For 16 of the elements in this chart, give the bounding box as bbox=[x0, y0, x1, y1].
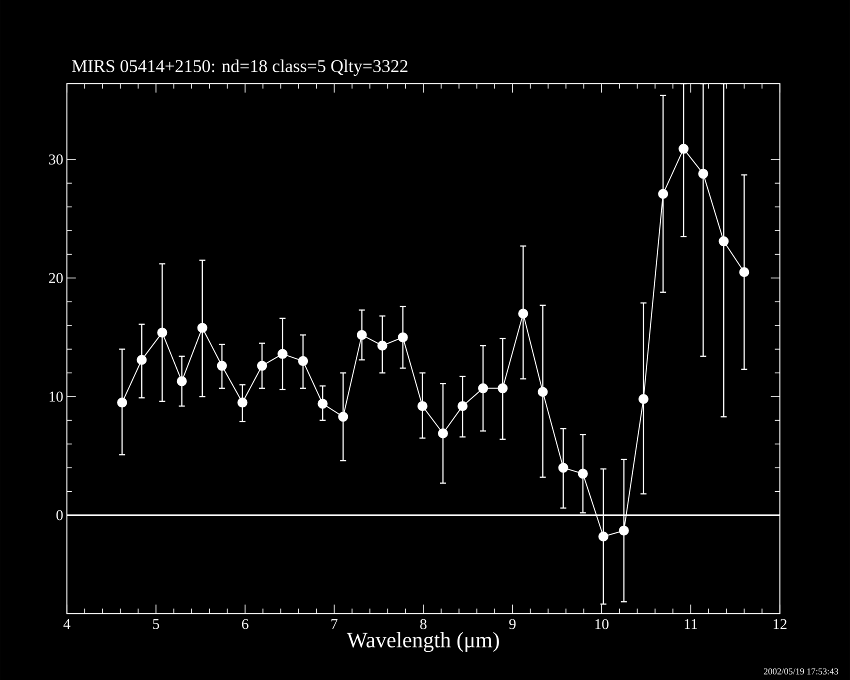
y-tick-label: 30 bbox=[49, 154, 63, 165]
x-axis-title: Wavelength (μm) bbox=[346, 632, 499, 652]
x-tick-label: 9 bbox=[509, 619, 516, 630]
x-tick-label: 5 bbox=[153, 619, 160, 630]
x-tick-label: 12 bbox=[774, 619, 786, 629]
chart-title: MIRS 05414+2150: nd=18 class=5 Qlty=3322 bbox=[72, 60, 408, 76]
y-tick-label: 0 bbox=[56, 510, 63, 520]
x-tick-label: 7 bbox=[331, 619, 338, 629]
x-tick-label: 6 bbox=[242, 619, 248, 630]
x-tick-label: 10 bbox=[595, 619, 608, 630]
x-tick-label: 4 bbox=[63, 619, 70, 629]
text: 2002/05/19 17:53:43 bbox=[764, 668, 838, 674]
x-tick-label: 8 bbox=[420, 619, 427, 630]
x-tick-label: 11 bbox=[684, 619, 698, 629]
y-tick-label: 20 bbox=[49, 272, 63, 284]
y-tick-label: 10 bbox=[50, 392, 63, 402]
